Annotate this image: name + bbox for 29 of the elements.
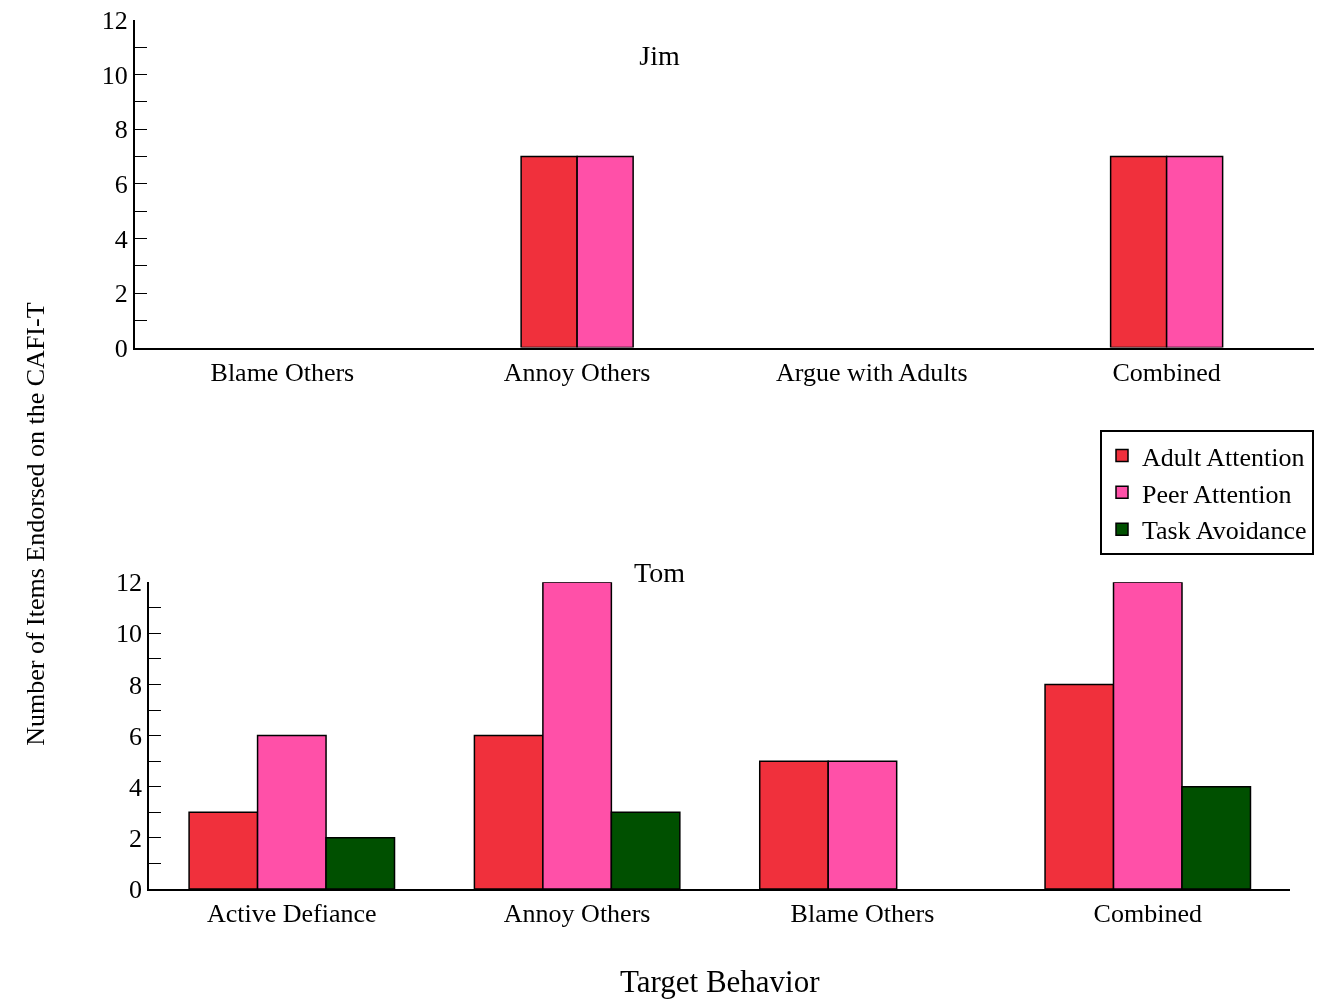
y-tick-label: 0	[114, 333, 128, 363]
y-tick-label: 12	[115, 568, 142, 598]
y-axis-title: Number of Items Endorsed on the CAFI-T	[20, 302, 50, 746]
y-tick-label: 8	[114, 115, 128, 145]
y-tick-label: 10	[101, 60, 128, 90]
x-axis-title: Target Behavior	[620, 964, 821, 999]
legend-label: Adult Attention	[1142, 442, 1305, 472]
y-tick-label: 2	[128, 823, 142, 853]
x-tick-label: Blame Others	[210, 357, 355, 387]
y-tick-label: 4	[114, 224, 128, 254]
x-tick-label: Annoy Others	[503, 357, 651, 387]
chart-title: Tom	[634, 556, 686, 588]
x-tick-label: Combined	[1112, 357, 1221, 387]
y-tick-label: 4	[128, 772, 142, 802]
x-tick-label: Argue with Adults	[776, 357, 968, 387]
x-tick-label: Blame Others	[790, 899, 935, 929]
y-tick-label: 12	[101, 6, 128, 36]
y-tick-label: 8	[128, 670, 142, 700]
x-tick-label: Combined	[1093, 899, 1202, 929]
x-tick-label: Active Defiance	[207, 899, 377, 929]
y-tick-label: 6	[128, 721, 142, 751]
y-tick-label: 10	[115, 619, 142, 649]
x-tick-label: Annoy Others	[503, 899, 651, 929]
y-tick-label: 2	[114, 279, 128, 309]
text: Jim	[639, 39, 680, 71]
legend-label: Task Avoidance	[1142, 516, 1307, 546]
y-tick-label: 6	[114, 169, 128, 199]
y-tick-label: 0	[128, 875, 142, 905]
legend-label: Peer Attention	[1142, 479, 1292, 509]
